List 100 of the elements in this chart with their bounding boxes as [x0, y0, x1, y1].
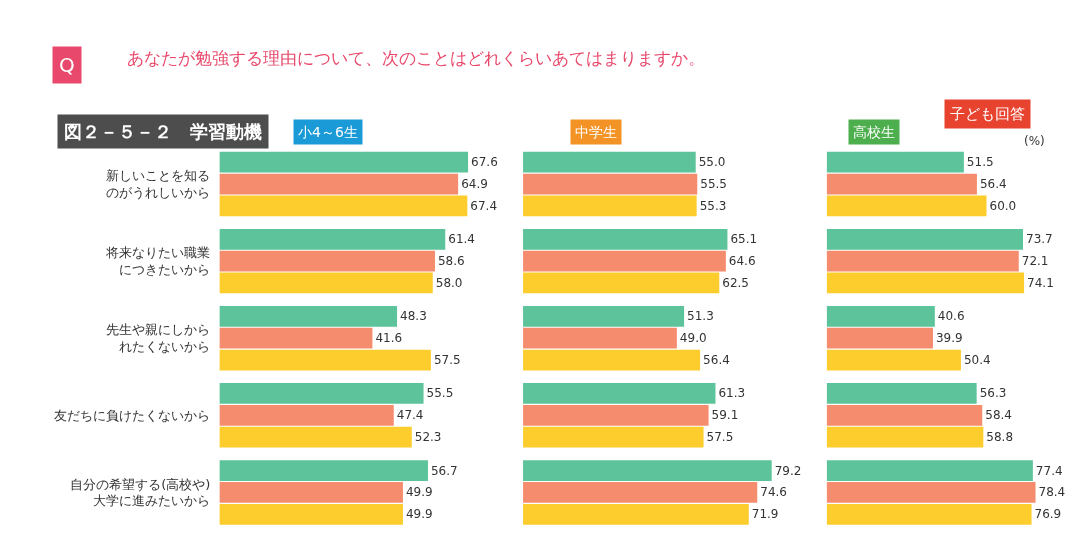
data-label: 55.3 — [699, 198, 727, 213]
bar — [523, 306, 685, 327]
bar — [826, 272, 1025, 294]
data-label: 47.4 — [396, 408, 424, 423]
bar — [219, 272, 433, 294]
data-label: 76.9 — [1034, 507, 1062, 522]
data-label: 52.3 — [414, 430, 442, 445]
chart-title: 小4～6生 — [298, 124, 358, 140]
y-tick-label: 先生や親にしかられたくないから — [106, 322, 211, 355]
bar — [219, 404, 394, 426]
data-label: 56.3 — [979, 386, 1007, 401]
bar — [826, 426, 984, 448]
data-label: 49.9 — [405, 507, 433, 522]
data-label: 61.3 — [718, 386, 746, 401]
data-label: 74.6 — [760, 485, 787, 500]
data-label: 59.1 — [711, 408, 739, 423]
bar — [219, 426, 412, 448]
bar — [826, 250, 1019, 272]
data-label: 74.1 — [1027, 275, 1054, 290]
bar — [523, 272, 720, 294]
y-tick-label: 新しいことを知るのがうれしいから — [106, 168, 211, 201]
bar — [826, 383, 977, 404]
bar — [219, 349, 431, 371]
bar — [826, 195, 987, 217]
data-label: 61.4 — [448, 232, 475, 247]
bar — [523, 503, 749, 525]
data-label: 58.0 — [435, 275, 463, 290]
data-label: 40.6 — [937, 309, 965, 324]
bar — [826, 327, 933, 349]
bar — [826, 482, 1036, 503]
bar — [219, 250, 435, 272]
data-label: 51.3 — [687, 309, 714, 324]
data-label: 49.0 — [679, 331, 707, 346]
bar — [219, 383, 424, 404]
bar — [219, 228, 446, 250]
chart-subtitle: 図２－５－２ 学習動機 — [64, 121, 262, 142]
data-label: 64.6 — [728, 254, 756, 269]
text: Q — [59, 53, 75, 77]
bar — [523, 404, 709, 426]
data-label: 56.4 — [979, 177, 1007, 192]
y-tick-label: 自分の希望する(高校や)大学に進みたいから — [70, 476, 211, 509]
data-label: 57.5 — [706, 430, 734, 445]
data-label: 62.5 — [722, 275, 749, 290]
bar — [826, 503, 1032, 525]
bar — [523, 250, 726, 272]
bar — [523, 349, 701, 371]
data-label: 64.9 — [461, 177, 488, 192]
chart-title: 中学生 — [575, 124, 617, 140]
data-label: 73.7 — [1026, 232, 1053, 247]
data-label: 56.7 — [430, 463, 458, 478]
data-label: 67.4 — [470, 198, 498, 213]
data-label: 57.5 — [433, 353, 461, 368]
bar — [219, 151, 469, 173]
bar — [219, 306, 398, 327]
bar — [523, 195, 697, 217]
data-label: 78.4 — [1038, 485, 1066, 500]
bar — [523, 173, 698, 195]
text: 子ども回答 — [950, 105, 1025, 123]
data-label: 77.4 — [1035, 463, 1063, 478]
y-tick-label: 友だちに負けたくないから — [54, 407, 211, 423]
bar — [523, 426, 704, 448]
bar — [523, 327, 677, 349]
bar — [826, 173, 977, 195]
data-label: 71.9 — [751, 507, 779, 522]
bar — [826, 349, 961, 371]
data-label: 58.6 — [437, 254, 465, 269]
data-label: 56.4 — [703, 353, 730, 368]
data-label: 58.4 — [985, 408, 1012, 423]
data-label: 51.5 — [966, 155, 994, 170]
annotation: (%) — [1024, 134, 1045, 148]
bar — [219, 482, 403, 503]
bar — [826, 151, 964, 173]
bar — [523, 460, 772, 481]
bar — [826, 404, 983, 426]
data-label: 65.1 — [730, 232, 758, 247]
data-label: 58.8 — [986, 430, 1014, 445]
data-label: 41.6 — [375, 331, 403, 346]
bar — [523, 482, 758, 503]
bar — [826, 460, 1033, 481]
bar — [219, 327, 373, 349]
bar — [523, 151, 696, 173]
data-label: 55.5 — [426, 386, 454, 401]
bar — [219, 195, 468, 217]
data-label: 79.2 — [774, 463, 802, 478]
data-label: 49.9 — [405, 485, 433, 500]
data-label: 55.5 — [700, 177, 727, 192]
chart-title: 高校生 — [853, 124, 895, 140]
bar — [826, 306, 935, 327]
bar — [219, 173, 459, 195]
bar — [219, 503, 403, 525]
data-label: 50.4 — [963, 353, 991, 368]
text: あなたが勉強する理由について、次のことはどれくらいあてはまりますか。 — [127, 48, 705, 68]
data-label: 39.9 — [935, 331, 963, 346]
data-label: 55.0 — [698, 155, 726, 170]
data-label: 67.6 — [471, 155, 498, 170]
bar — [219, 460, 428, 481]
y-tick-label: 将来なりたい職業につきたいから — [105, 245, 211, 278]
data-label: 72.1 — [1021, 254, 1049, 269]
bar — [523, 383, 716, 404]
data-label: 48.3 — [400, 309, 427, 324]
